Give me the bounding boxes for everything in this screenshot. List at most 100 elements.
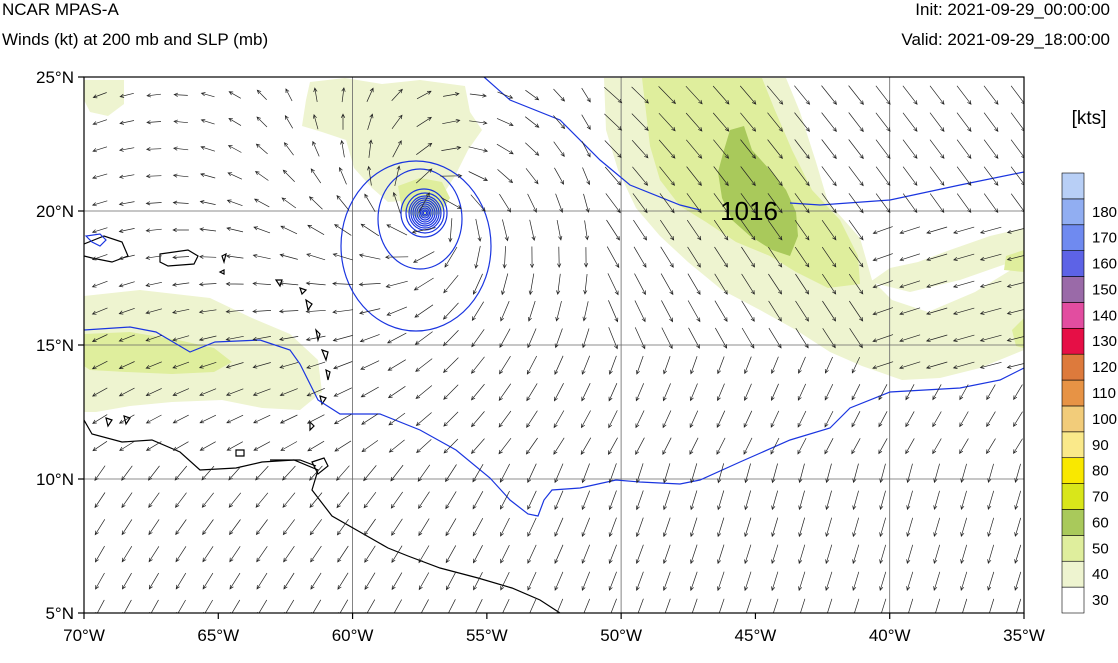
wind-vector <box>418 518 430 537</box>
wind-vector <box>469 120 488 125</box>
wind-vector <box>91 360 108 370</box>
wind-vector <box>253 441 271 451</box>
wind-vector <box>146 93 161 98</box>
wind-vector <box>933 517 941 537</box>
colorbar-label: 30 <box>1092 592 1109 609</box>
wind-vector <box>473 599 483 613</box>
wind-vector <box>635 490 644 511</box>
wind-vector <box>92 119 108 126</box>
wind-vector <box>148 465 160 481</box>
isobar-1016-west <box>84 326 1024 517</box>
wind-vector <box>821 246 837 268</box>
wind-vector <box>1013 438 1023 454</box>
wind-40-band-northwest <box>84 80 124 116</box>
wind-vector <box>767 219 783 241</box>
colorbar-swatch <box>1061 586 1085 614</box>
wind-vector <box>446 599 456 613</box>
wind-vector <box>118 228 135 233</box>
wind-vector <box>500 490 510 510</box>
wind-vector <box>146 147 162 152</box>
wind-vector <box>502 219 509 242</box>
wind-vector <box>687 300 701 323</box>
wind-vector <box>932 438 942 455</box>
trinidad-island <box>311 457 329 475</box>
wind-vector <box>279 388 298 397</box>
wind-vector <box>91 280 108 288</box>
wind-vector <box>470 383 485 401</box>
wind-vector <box>606 246 620 269</box>
wind-vector <box>932 411 942 428</box>
wind-vector <box>252 336 271 342</box>
wind-vector <box>881 598 887 613</box>
lon-tick-label: 55°W <box>466 626 508 645</box>
wind-vector <box>527 328 537 349</box>
wind-vector <box>986 411 996 428</box>
wind-vector <box>899 334 921 343</box>
wind-vector <box>962 598 968 613</box>
wind-vector <box>145 201 162 206</box>
wind-vector <box>306 253 326 261</box>
wind-vector <box>741 273 755 295</box>
virgin-islands <box>218 252 227 275</box>
wind-vector <box>500 300 510 322</box>
isobar-1016-main <box>483 77 1024 211</box>
wind-vector <box>686 139 703 159</box>
wind-vector <box>662 410 672 429</box>
wind-vector <box>690 544 698 565</box>
colorbar-swatch <box>1061 560 1085 588</box>
windward-islands <box>309 349 331 432</box>
wind-vector <box>363 491 377 509</box>
wind-vector <box>307 224 325 236</box>
wind-vector <box>933 463 940 484</box>
wind-vector <box>417 464 431 482</box>
wind-vector <box>471 329 485 348</box>
wind-vector <box>200 145 216 152</box>
wind-vector <box>821 193 837 214</box>
wind-vector <box>902 193 918 214</box>
wind-vector <box>604 166 622 186</box>
wind-vector <box>92 441 108 452</box>
wind-vector <box>687 246 701 268</box>
colorbar-swatch <box>1061 431 1085 459</box>
wind-vector <box>824 410 834 428</box>
wind-vector <box>121 572 132 590</box>
wind-vector <box>390 491 403 509</box>
wind-vector <box>337 545 349 563</box>
wind-vector <box>199 441 216 451</box>
wind-vector <box>906 517 914 537</box>
wind-vector <box>501 273 509 296</box>
wind-vector <box>309 465 323 481</box>
wind-vector <box>148 572 160 590</box>
wind-vector <box>713 139 730 159</box>
colorbar-swatch <box>1061 509 1085 536</box>
wind-vector <box>872 307 894 316</box>
wind-vector <box>635 437 645 456</box>
wind-vector <box>686 219 702 241</box>
wind-vector <box>202 519 214 536</box>
wind-vector <box>608 437 618 455</box>
lon-tick-label: 70°W <box>63 626 105 645</box>
wind-vector <box>768 327 782 349</box>
wind-vector <box>95 599 105 613</box>
wind-vector <box>280 441 298 451</box>
wind-vector <box>902 112 918 132</box>
wind-vector <box>825 571 833 591</box>
lon-tick-label: 35°W <box>1003 626 1045 645</box>
wind-vector <box>899 361 921 370</box>
wind-vector <box>500 517 510 537</box>
wind-vector <box>956 85 972 105</box>
wind-vector <box>527 571 537 591</box>
wind-vector <box>256 572 268 590</box>
wind-vector <box>687 273 701 295</box>
wind-vector <box>228 465 242 481</box>
wind-vector <box>366 87 374 102</box>
wind-vector <box>337 572 349 590</box>
wind-vector <box>1016 598 1022 613</box>
wind-vector <box>386 224 408 236</box>
wind-vector <box>743 410 753 428</box>
colorbar-swatch <box>1061 198 1085 226</box>
wind-vector <box>906 571 914 591</box>
wind-vector <box>203 599 214 613</box>
wind-vector <box>983 85 999 105</box>
wind-vector <box>173 146 189 151</box>
